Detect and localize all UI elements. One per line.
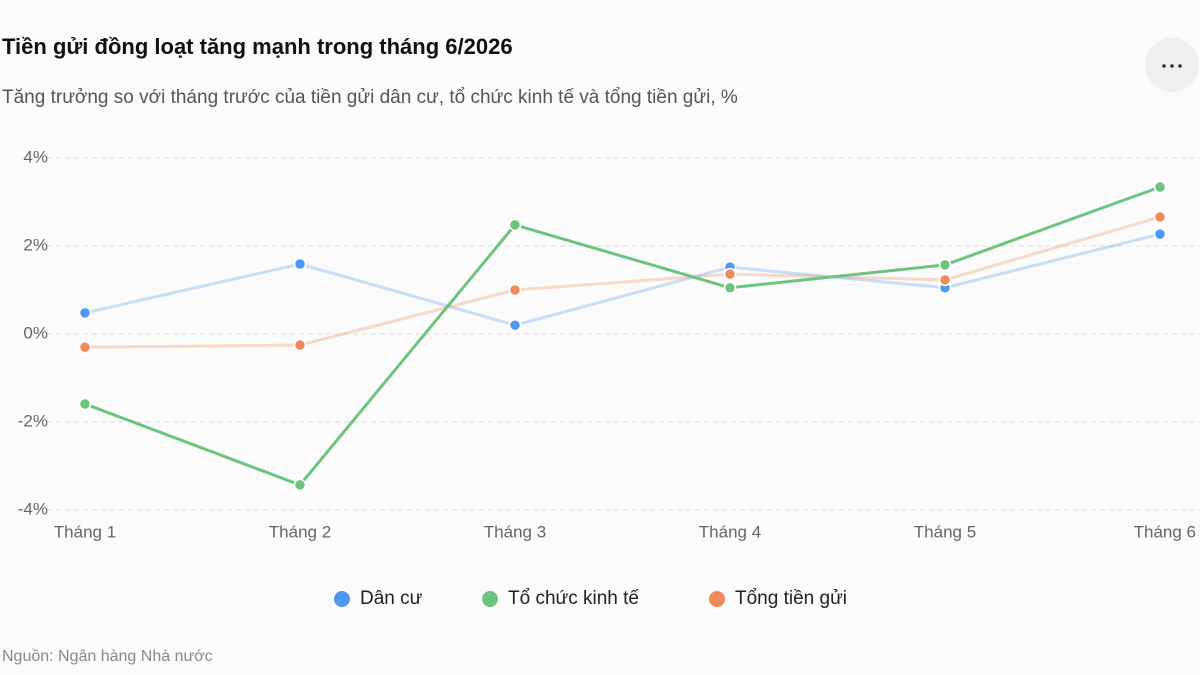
x-tick-label: Tháng 3 [484,522,546,541]
y-tick-label: -2% [18,411,48,430]
data-point [293,257,307,271]
menu-dot [1162,64,1166,68]
source-note: Nguồn: Ngân hàng Nhà nước [2,648,213,665]
data-point [78,397,92,411]
y-tick-label: 4% [23,147,48,166]
data-point [508,283,522,297]
legend-label: Tổng tiền gửi [735,588,847,609]
legend-item[interactable]: Tổng tiền gửi [709,588,847,609]
data-point [938,273,952,287]
legend-item[interactable]: Dân cư [334,588,423,609]
data-point [723,281,737,295]
legend-swatch [482,591,498,607]
legend-swatch [334,591,350,607]
data-point [1153,210,1167,224]
data-point [1153,227,1167,241]
menu-dot [1178,64,1182,68]
series-line [84,215,1161,349]
data-point [78,340,92,354]
legend-swatch [709,591,725,607]
chart-subtitle: Tăng trưởng so với tháng trước của tiền … [2,87,738,108]
menu-dot [1170,64,1174,68]
data-point [723,267,737,281]
legend-label: Dân cư [360,588,423,609]
chart-title: Tiền gửi đồng loạt tăng mạnh trong tháng… [2,34,513,59]
data-point [508,218,522,232]
series-line [84,185,1161,487]
data-point [938,258,952,272]
legend-item[interactable]: Tổ chức kinh tế [482,588,639,609]
data-point [1153,180,1167,194]
x-tick-label: Tháng 4 [699,522,761,541]
x-tick-label: Tháng 1 [54,522,116,541]
menu-button[interactable] [1145,38,1199,92]
data-point [293,478,307,492]
x-tick-label: Tháng 6 [1134,522,1196,541]
series-line [84,232,1161,327]
y-tick-label: 2% [23,235,48,254]
data-point [293,338,307,352]
legend-label: Tổ chức kinh tế [508,588,639,609]
x-tick-label: Tháng 5 [914,522,976,541]
data-point [508,318,522,332]
y-tick-label: -4% [18,499,48,518]
y-tick-label: 0% [23,323,48,342]
x-tick-label: Tháng 2 [269,522,331,541]
data-point [78,306,92,320]
